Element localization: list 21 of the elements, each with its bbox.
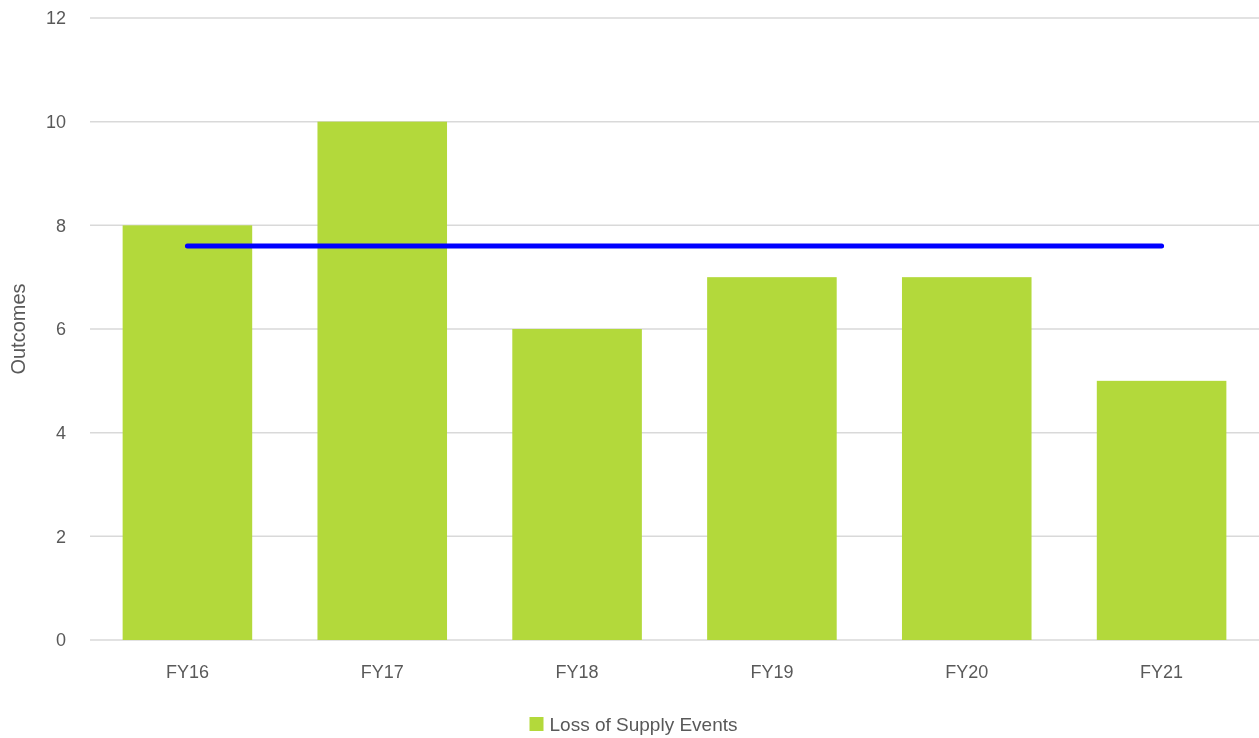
x-tick-label: FY21 <box>1140 662 1184 682</box>
y-tick-label: 6 <box>55 319 66 340</box>
bar <box>317 121 448 640</box>
y-tick-label: 4 <box>55 422 66 443</box>
bar <box>707 277 837 640</box>
bar <box>1096 380 1227 640</box>
legend-label: Loss of Supply Events <box>549 713 738 735</box>
y-tick-label: 12 <box>45 8 66 29</box>
y-tick-label: 0 <box>55 630 66 651</box>
y-tick-label: 8 <box>55 215 66 236</box>
x-tick-label: FY19 <box>750 662 794 682</box>
bar <box>122 225 253 640</box>
y-axis-title: Outcomes <box>7 283 29 375</box>
bar <box>901 277 1032 640</box>
x-tick-label: FY18 <box>555 662 599 682</box>
bar <box>512 329 642 640</box>
x-tick-label: FY20 <box>945 662 989 682</box>
x-tick-label: FY17 <box>360 662 404 682</box>
y-tick-label: 10 <box>45 111 66 132</box>
x-tick-label: FY16 <box>165 662 209 682</box>
y-tick-label: 2 <box>55 526 66 547</box>
